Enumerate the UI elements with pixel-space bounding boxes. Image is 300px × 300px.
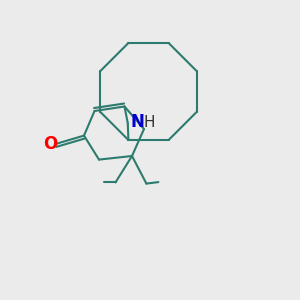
Text: N: N	[130, 112, 144, 130]
Text: O: O	[43, 135, 57, 153]
Text: H: H	[143, 115, 155, 130]
